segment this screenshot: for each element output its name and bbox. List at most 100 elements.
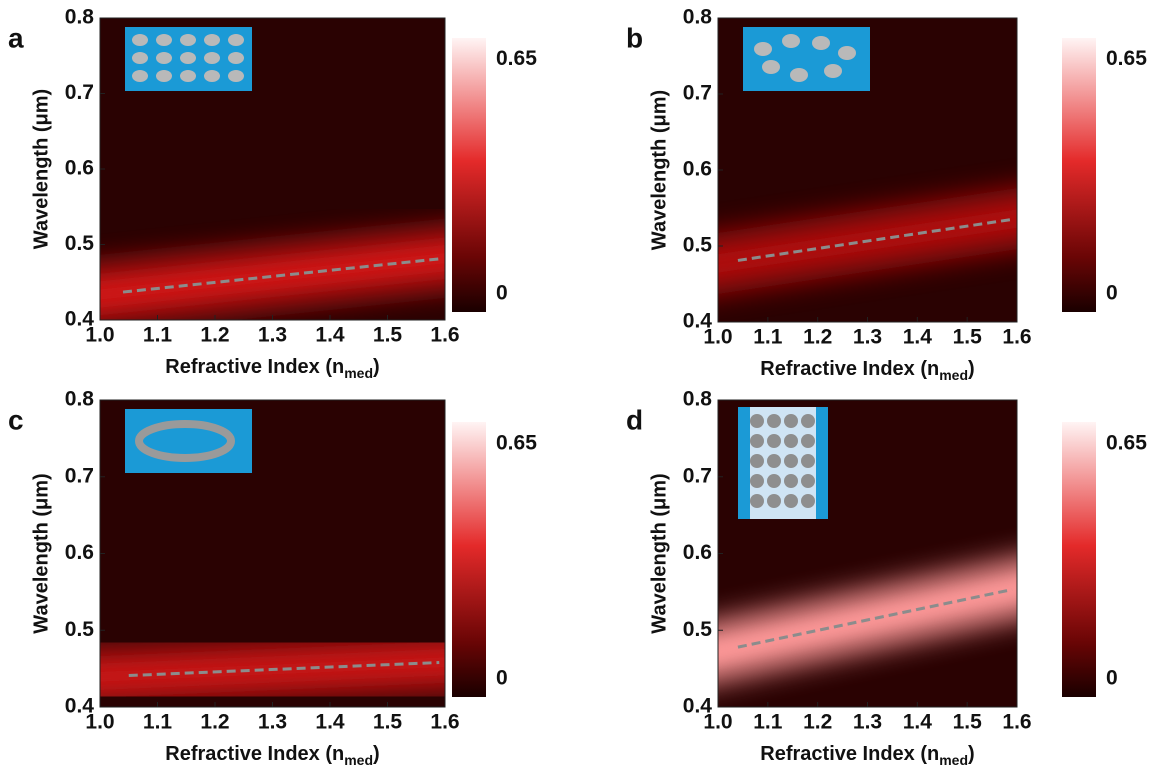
inset-dot <box>754 42 772 56</box>
x-tick-label: 1.4 <box>903 711 933 734</box>
y-tick-label: 0.6 <box>683 158 712 181</box>
y-tick-label: 0.5 <box>65 618 95 641</box>
inset-dot <box>790 68 808 82</box>
inset-dot <box>750 434 764 448</box>
inset-dot <box>750 454 764 468</box>
colorbar-label: 0.65 <box>496 431 537 454</box>
inset-dot <box>782 34 800 48</box>
x-tick-label: 1.1 <box>143 711 173 734</box>
colorbar-label: 0 <box>1106 282 1118 305</box>
colorbar <box>1062 422 1096 697</box>
inset-dot <box>838 46 856 60</box>
x-tick-label: 1.0 <box>703 711 732 734</box>
x-tick-label: 1.4 <box>903 326 933 349</box>
y-axis-label: Wavelength (μm) <box>648 90 670 250</box>
inset-dot <box>762 60 780 74</box>
panel: 1.0 1.1 1.2 1.3 1.4 1.5 1.6 0.4 0.5 0.6 0.7 0.8 Refr… <box>626 388 1147 768</box>
inset-dot <box>784 434 798 448</box>
inset-dot <box>180 52 196 64</box>
x-tick-label: 1.6 <box>430 711 459 734</box>
inset-dot <box>750 474 764 488</box>
inset-dot <box>132 52 148 64</box>
x-axis-label-end: ) <box>373 356 380 378</box>
colorbar-label: 0 <box>496 282 508 305</box>
y-tick-label: 0.6 <box>65 157 94 180</box>
x-tick-label: 1.4 <box>315 324 345 347</box>
inset-dot <box>824 64 842 78</box>
panel-label: d <box>626 404 643 435</box>
colorbar <box>452 422 486 697</box>
x-axis-label-text: Refractive Index (n <box>165 743 344 765</box>
x-tick-label: 1.2 <box>803 326 832 349</box>
x-axis-label-text: Refractive Index (n <box>760 743 939 765</box>
x-tick-label: 1.6 <box>1002 326 1031 349</box>
inset-dot <box>784 494 798 508</box>
y-tick-label: 0.8 <box>683 388 713 411</box>
inset-dot <box>204 34 220 46</box>
y-tick-label: 0.8 <box>65 6 95 29</box>
inset-dot <box>228 70 244 82</box>
inset-dot <box>204 52 220 64</box>
inset-dot <box>750 414 764 428</box>
y-tick-label: 0.6 <box>683 541 712 564</box>
x-tick-label: 1.3 <box>258 711 287 734</box>
panel-label: b <box>626 22 643 53</box>
y-tick-label: 0.5 <box>683 234 713 257</box>
inset-dot <box>801 414 815 428</box>
inset-dot <box>156 70 172 82</box>
panel-label: a <box>8 22 24 53</box>
inset <box>738 407 828 519</box>
inset-dot <box>228 34 244 46</box>
y-tick-label: 0.7 <box>65 464 94 487</box>
x-tick-label: 1.1 <box>143 324 173 347</box>
x-tick-label: 1.2 <box>200 711 229 734</box>
x-tick-label: 1.0 <box>703 326 732 349</box>
inset <box>125 409 252 473</box>
x-tick-label: 1.5 <box>953 326 983 349</box>
x-tick-label: 1.5 <box>953 711 983 734</box>
inset-torus <box>135 420 235 462</box>
panel-label: c <box>8 404 24 435</box>
x-tick-label: 1.1 <box>753 326 783 349</box>
x-axis-label-text: Refractive Index (n <box>165 356 344 378</box>
x-tick-label: 1.4 <box>315 711 345 734</box>
x-axis-label-sub: med <box>939 367 968 383</box>
inset-dot <box>784 454 798 468</box>
colorbar-label: 0.65 <box>496 47 537 70</box>
x-axis-label-end: ) <box>968 743 975 765</box>
dashed-line <box>122 257 440 294</box>
x-tick-label: 1.2 <box>803 711 832 734</box>
x-axis-label-end: ) <box>373 743 380 765</box>
x-axis-label: Refractive Index (nmed) <box>165 356 379 380</box>
inset-dot <box>767 414 781 428</box>
inset-dot <box>180 34 196 46</box>
dashed-line <box>737 217 1013 262</box>
y-tick-label: 0.4 <box>683 310 713 333</box>
y-tick-label: 0.7 <box>683 464 712 487</box>
inset-dot <box>156 52 172 64</box>
colorbar-label: 0.65 <box>1106 431 1147 454</box>
colorbar <box>452 38 486 312</box>
inset-dot <box>767 474 781 488</box>
inset <box>125 27 252 91</box>
inset <box>743 27 870 91</box>
x-axis-label-sub: med <box>344 365 373 381</box>
x-axis-label-sub: med <box>939 752 968 768</box>
colorbar-label: 0 <box>496 666 508 689</box>
x-axis-label-end: ) <box>968 358 975 380</box>
y-tick-label: 0.7 <box>65 81 94 104</box>
x-tick-label: 1.5 <box>373 324 403 347</box>
x-tick-label: 1.6 <box>1002 711 1031 734</box>
inset-dot <box>801 474 815 488</box>
y-tick-label: 0.7 <box>683 82 712 105</box>
y-tick-label: 0.4 <box>65 308 95 331</box>
colorbar-label: 0 <box>1106 666 1118 689</box>
inset-dot <box>767 454 781 468</box>
x-axis-label-sub: med <box>344 752 373 768</box>
x-tick-label: 1.1 <box>753 711 783 734</box>
x-axis-label-text: Refractive Index (n <box>760 358 939 380</box>
x-tick-label: 1.2 <box>200 324 229 347</box>
x-tick-label: 1.6 <box>430 324 459 347</box>
y-tick-label: 0.4 <box>683 695 713 718</box>
